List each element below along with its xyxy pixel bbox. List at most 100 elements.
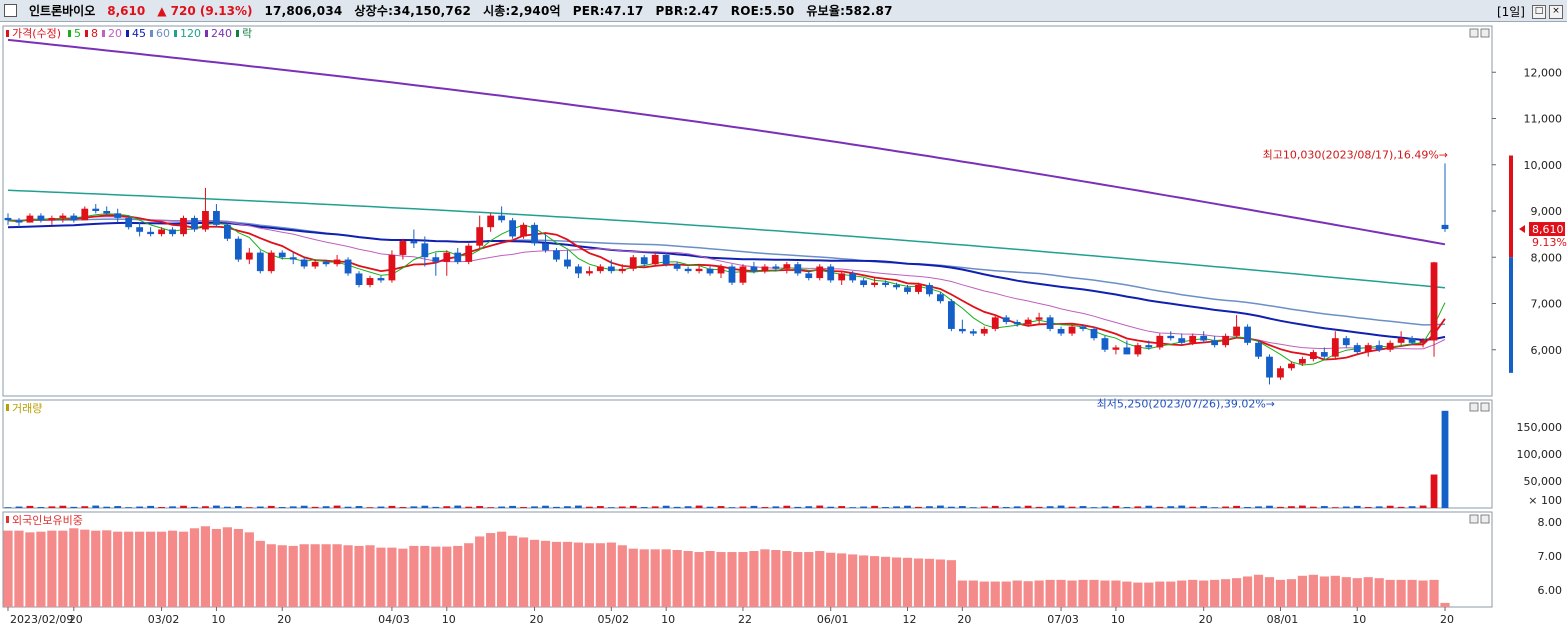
volume-bar xyxy=(289,506,297,508)
candle-body xyxy=(915,285,922,292)
foreign-ratio-bar xyxy=(310,544,320,607)
foreign-ratio-bar xyxy=(650,549,660,607)
foreign-ratio-bar xyxy=(1100,580,1110,607)
foreign-ratio-bar xyxy=(167,530,178,607)
foreign-ratio-bar xyxy=(1231,578,1242,607)
foreign-ratio-bar xyxy=(321,544,331,607)
foreign-ratio-bar xyxy=(1253,574,1264,607)
candle-body xyxy=(487,215,495,228)
price-tick-label: 7,000 xyxy=(1531,298,1563,311)
volume-bar xyxy=(991,505,999,508)
foreign-ratio-bar xyxy=(584,543,594,607)
candle-body xyxy=(476,227,484,246)
volume-bar xyxy=(1167,506,1175,508)
volume-bar xyxy=(1375,506,1383,508)
volume-bar xyxy=(1331,507,1339,508)
foreign-tick-label: 8.00 xyxy=(1538,516,1563,529)
volume-bar xyxy=(1079,506,1087,508)
select-checkbox[interactable] xyxy=(4,4,17,17)
close-icon[interactable]: × xyxy=(1549,4,1563,19)
candle-body xyxy=(816,266,824,279)
volume-bar xyxy=(344,506,352,508)
period-selector[interactable]: [1일] xyxy=(1496,5,1525,19)
foreign-ratio-bar xyxy=(1045,579,1055,607)
panel-frame-1 xyxy=(2,25,1493,397)
candle-body xyxy=(1013,322,1021,325)
foreign-ratio-bar xyxy=(299,544,309,607)
candle-body xyxy=(1320,352,1328,357)
candle-body xyxy=(377,278,385,281)
candle-body xyxy=(103,211,111,214)
volume-bar xyxy=(311,506,319,508)
foreign-ratio-bar xyxy=(14,530,24,607)
volume-tick-label: 50,000 xyxy=(1524,475,1563,488)
volume-bar xyxy=(947,506,955,508)
foreign-ratio-bar xyxy=(464,543,474,607)
foreign-ratio-bar xyxy=(420,545,430,607)
foreign-ratio-bar xyxy=(102,530,112,607)
volume-bar xyxy=(1013,506,1021,508)
candle-body xyxy=(114,213,122,218)
volume-bar xyxy=(410,506,418,508)
volume-bar xyxy=(607,507,615,508)
candle-body xyxy=(498,215,506,221)
candle-body xyxy=(575,266,582,274)
foreign-ratio-bar xyxy=(573,542,584,607)
foreign-ratio-bar xyxy=(233,528,243,607)
candle-body xyxy=(1309,352,1317,359)
foreign-ratio-bar xyxy=(1297,575,1308,607)
candle-body xyxy=(893,285,900,288)
volume-bar xyxy=(1320,506,1328,508)
foreign-ratio-bar xyxy=(1264,577,1275,607)
x-tick-label: 10 xyxy=(661,613,675,626)
foreign-ratio-bar xyxy=(1188,579,1198,607)
volume-bar xyxy=(158,507,165,508)
candle-body xyxy=(980,328,988,334)
candle-body xyxy=(1200,335,1208,341)
volume-bar xyxy=(37,507,45,508)
volume-bar xyxy=(103,506,111,508)
maximize-icon[interactable]: □ xyxy=(1532,4,1546,19)
foreign-ratio-bar xyxy=(1122,581,1132,607)
candle-body xyxy=(1156,335,1164,348)
x-tick-label: 07/03 xyxy=(1047,613,1079,626)
foreign-ratio-bar xyxy=(145,531,156,607)
candle-body xyxy=(542,243,549,251)
volume-bar xyxy=(454,505,462,508)
foreign-ratio-bar xyxy=(880,556,891,607)
volume-bar xyxy=(1353,505,1361,508)
candle-body xyxy=(1331,338,1339,357)
foreign-ratio-bar xyxy=(1418,580,1428,607)
candle-body xyxy=(860,280,868,285)
volume-bar xyxy=(487,507,495,508)
candle-body xyxy=(158,229,165,235)
volume-bar xyxy=(1298,505,1306,508)
candle-body xyxy=(70,215,78,221)
foreign-ratio-bar xyxy=(848,554,858,607)
volume-bar xyxy=(904,505,911,508)
x-tick-label: 20 xyxy=(957,613,971,626)
candle-body xyxy=(585,271,593,274)
candle-body xyxy=(739,266,747,283)
ma60-line xyxy=(8,218,1446,326)
candle-body xyxy=(750,266,758,272)
foreign-ratio-bar xyxy=(804,552,814,607)
foreign-ratio-bar xyxy=(80,529,90,607)
foreign-ratio-bar xyxy=(1374,578,1384,607)
volume-bar xyxy=(1397,506,1405,508)
volume-bar xyxy=(805,506,813,508)
candle-body xyxy=(1397,338,1405,343)
volume-tick-label: 150,000 xyxy=(1517,421,1563,434)
foreign-ratio-bar xyxy=(782,551,792,607)
candle-body xyxy=(1364,345,1372,353)
foreign-ratio-bar xyxy=(727,552,737,607)
volume-bar xyxy=(81,506,89,508)
candle-body xyxy=(969,331,977,334)
legend-swatch xyxy=(150,30,153,37)
candle-body xyxy=(991,317,999,329)
legend-swatch xyxy=(6,30,9,37)
candle-body xyxy=(1211,340,1219,346)
volume-bar xyxy=(1002,507,1010,508)
volume-bar xyxy=(772,506,780,508)
foreign-ratio-bar xyxy=(749,551,759,607)
